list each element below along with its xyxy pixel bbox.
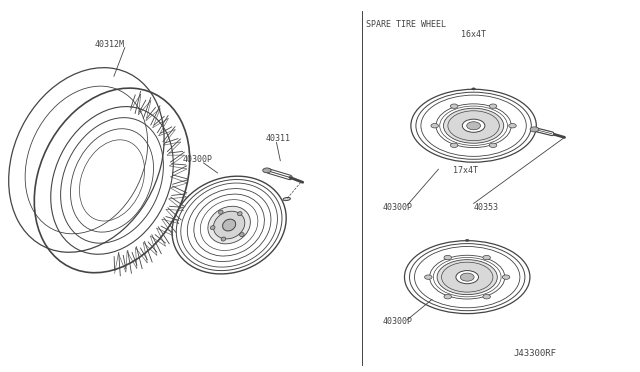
Ellipse shape — [221, 237, 226, 241]
Ellipse shape — [444, 295, 451, 299]
Text: 40312M: 40312M — [95, 39, 125, 48]
Ellipse shape — [483, 256, 490, 260]
Ellipse shape — [211, 225, 215, 230]
Text: 40311: 40311 — [266, 134, 291, 143]
Ellipse shape — [213, 211, 245, 239]
Ellipse shape — [489, 104, 497, 108]
Text: SPARE TIRE WHEEL: SPARE TIRE WHEEL — [366, 20, 446, 29]
Ellipse shape — [460, 273, 474, 281]
Text: 40353: 40353 — [474, 203, 499, 212]
Text: 40300P: 40300P — [182, 155, 212, 164]
Ellipse shape — [451, 143, 458, 147]
Ellipse shape — [424, 275, 432, 279]
Circle shape — [530, 127, 539, 132]
Text: J43300RF: J43300RF — [514, 349, 557, 358]
Text: 40300P: 40300P — [383, 317, 413, 326]
Ellipse shape — [223, 219, 236, 231]
Text: 16x4T: 16x4T — [461, 30, 486, 39]
Circle shape — [472, 88, 476, 90]
Ellipse shape — [437, 260, 497, 295]
Ellipse shape — [467, 122, 481, 130]
Ellipse shape — [444, 256, 452, 260]
Ellipse shape — [442, 262, 493, 292]
Text: 40300P: 40300P — [383, 203, 413, 212]
Ellipse shape — [283, 198, 291, 201]
Ellipse shape — [448, 111, 499, 141]
Ellipse shape — [262, 168, 271, 173]
Ellipse shape — [431, 124, 438, 128]
Ellipse shape — [509, 124, 516, 128]
Ellipse shape — [456, 270, 479, 284]
Ellipse shape — [239, 232, 244, 237]
Ellipse shape — [489, 143, 497, 147]
Text: 17x4T: 17x4T — [453, 166, 479, 175]
Ellipse shape — [483, 295, 490, 299]
Ellipse shape — [502, 275, 510, 279]
Ellipse shape — [218, 210, 223, 214]
Ellipse shape — [444, 108, 504, 143]
Circle shape — [465, 239, 469, 241]
Ellipse shape — [208, 206, 250, 244]
Ellipse shape — [451, 104, 458, 108]
Ellipse shape — [237, 212, 242, 216]
Ellipse shape — [462, 119, 485, 132]
